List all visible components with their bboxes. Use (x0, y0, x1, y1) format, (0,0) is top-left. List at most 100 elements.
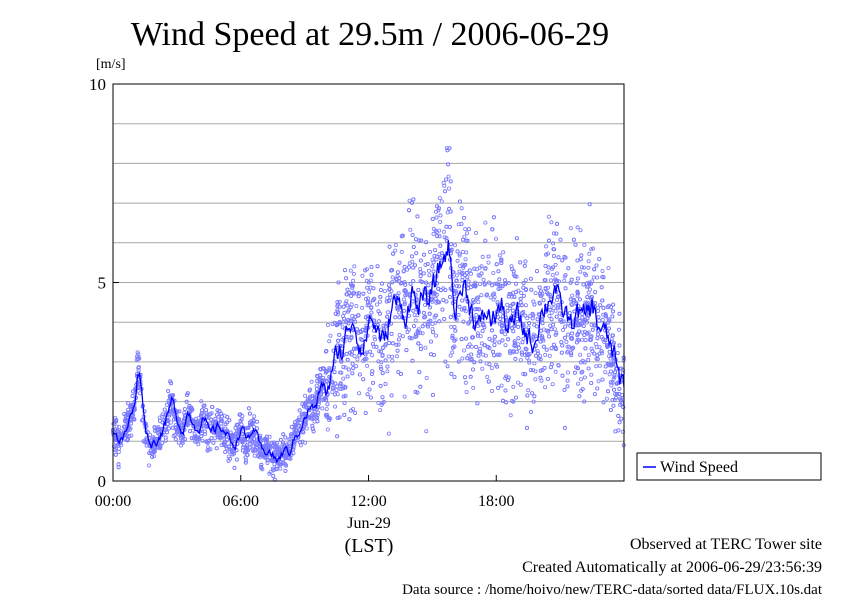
scatter-point (437, 319, 442, 324)
scatter-point (491, 292, 496, 297)
scatter-point (585, 295, 590, 300)
scatter-point (380, 395, 385, 400)
scatter-point (494, 281, 499, 286)
scatter-point (334, 323, 339, 328)
scatter-point (243, 455, 248, 460)
scatter-point (277, 446, 282, 451)
scatter-point (597, 363, 602, 368)
scatter-point (395, 305, 400, 310)
x-axis-date-label: Jun-29 (347, 515, 391, 532)
scatter-point (611, 376, 616, 381)
scatter-point (447, 146, 452, 151)
scatter-point (386, 283, 391, 288)
scatter-point (565, 344, 570, 349)
scatter-point (603, 370, 608, 375)
scatter-point (194, 420, 199, 425)
scatter-point (313, 413, 318, 418)
scatter-point (583, 300, 588, 305)
scatter-point (580, 315, 585, 320)
scatter-point (492, 339, 497, 344)
scatter-point (530, 391, 535, 396)
scatter-point (545, 270, 550, 275)
scatter-point (253, 447, 258, 452)
scatter-point (619, 416, 624, 421)
scatter-point (572, 370, 577, 375)
scatter-point (606, 389, 611, 394)
scatter-point (480, 366, 485, 371)
scatter-point (368, 285, 373, 290)
scatter-point (376, 309, 381, 314)
scatter-point (537, 301, 542, 306)
scatter-point (611, 403, 616, 408)
scatter-point (525, 393, 530, 398)
scatter-point (575, 258, 580, 263)
scatter-point (386, 431, 391, 436)
scatter-point (233, 425, 238, 430)
scatter-point (574, 300, 579, 305)
scatter-point (512, 274, 517, 279)
scatter-point (384, 299, 389, 304)
scatter-point (289, 424, 294, 429)
scatter-point (513, 356, 518, 361)
scatter-point (482, 343, 487, 348)
scatter-point (220, 419, 225, 424)
scatter-point (378, 364, 383, 369)
scatter-point (370, 380, 375, 385)
scatter-point (505, 302, 510, 307)
scatter-point (578, 322, 583, 327)
scatter-point (546, 214, 551, 219)
scatter-point (165, 422, 170, 427)
scatter-point (506, 294, 511, 299)
scatter-point (619, 366, 624, 371)
scatter-point (406, 265, 411, 270)
scatter-point (404, 267, 409, 272)
scatter-point (413, 389, 418, 394)
scatter-point (553, 345, 558, 350)
scatter-point (210, 404, 215, 409)
scatter-point (578, 360, 583, 365)
scatter-point (295, 418, 300, 423)
scatter-point (366, 280, 371, 285)
scatter-point (474, 296, 479, 301)
scatter-point (400, 233, 405, 238)
scatter-point (435, 234, 440, 239)
scatter-point (436, 208, 441, 213)
scatter-point (342, 412, 347, 417)
scatter-point (136, 365, 141, 370)
scatter-point (489, 365, 494, 370)
scatter-point (409, 254, 414, 259)
scatter-point (611, 309, 616, 314)
scatter-point (613, 391, 618, 396)
scatter-point (182, 407, 187, 412)
scatter-point (185, 391, 190, 396)
scatter-point (346, 367, 351, 372)
scatter-point (239, 417, 244, 422)
scatter-point (586, 352, 591, 357)
scatter-point (473, 230, 478, 235)
scatter-point (351, 271, 356, 276)
scatter-point (217, 409, 222, 414)
scatter-point (565, 384, 570, 389)
scatter-point (544, 347, 549, 352)
scatter-point (262, 443, 267, 448)
scatter-point (618, 398, 623, 403)
scatter-point (533, 377, 538, 382)
scatter-point (301, 430, 306, 435)
scatter-point (551, 247, 556, 252)
scatter-point (592, 392, 597, 397)
scatter-point (443, 359, 448, 364)
scatter-point (550, 382, 555, 387)
scatter-point (226, 444, 231, 449)
y-tick-label: 0 (98, 472, 107, 491)
scatter-point (185, 423, 190, 428)
scatter-point (464, 270, 469, 275)
scatter-point (556, 294, 561, 299)
scatter-point (575, 225, 580, 230)
scatter-point (462, 375, 467, 380)
scatter-point (311, 415, 316, 420)
scatter-point (337, 320, 342, 325)
scatter-point (255, 449, 260, 454)
scatter-point (411, 197, 416, 202)
scatter-point (289, 432, 294, 437)
scatter-point (582, 375, 587, 380)
